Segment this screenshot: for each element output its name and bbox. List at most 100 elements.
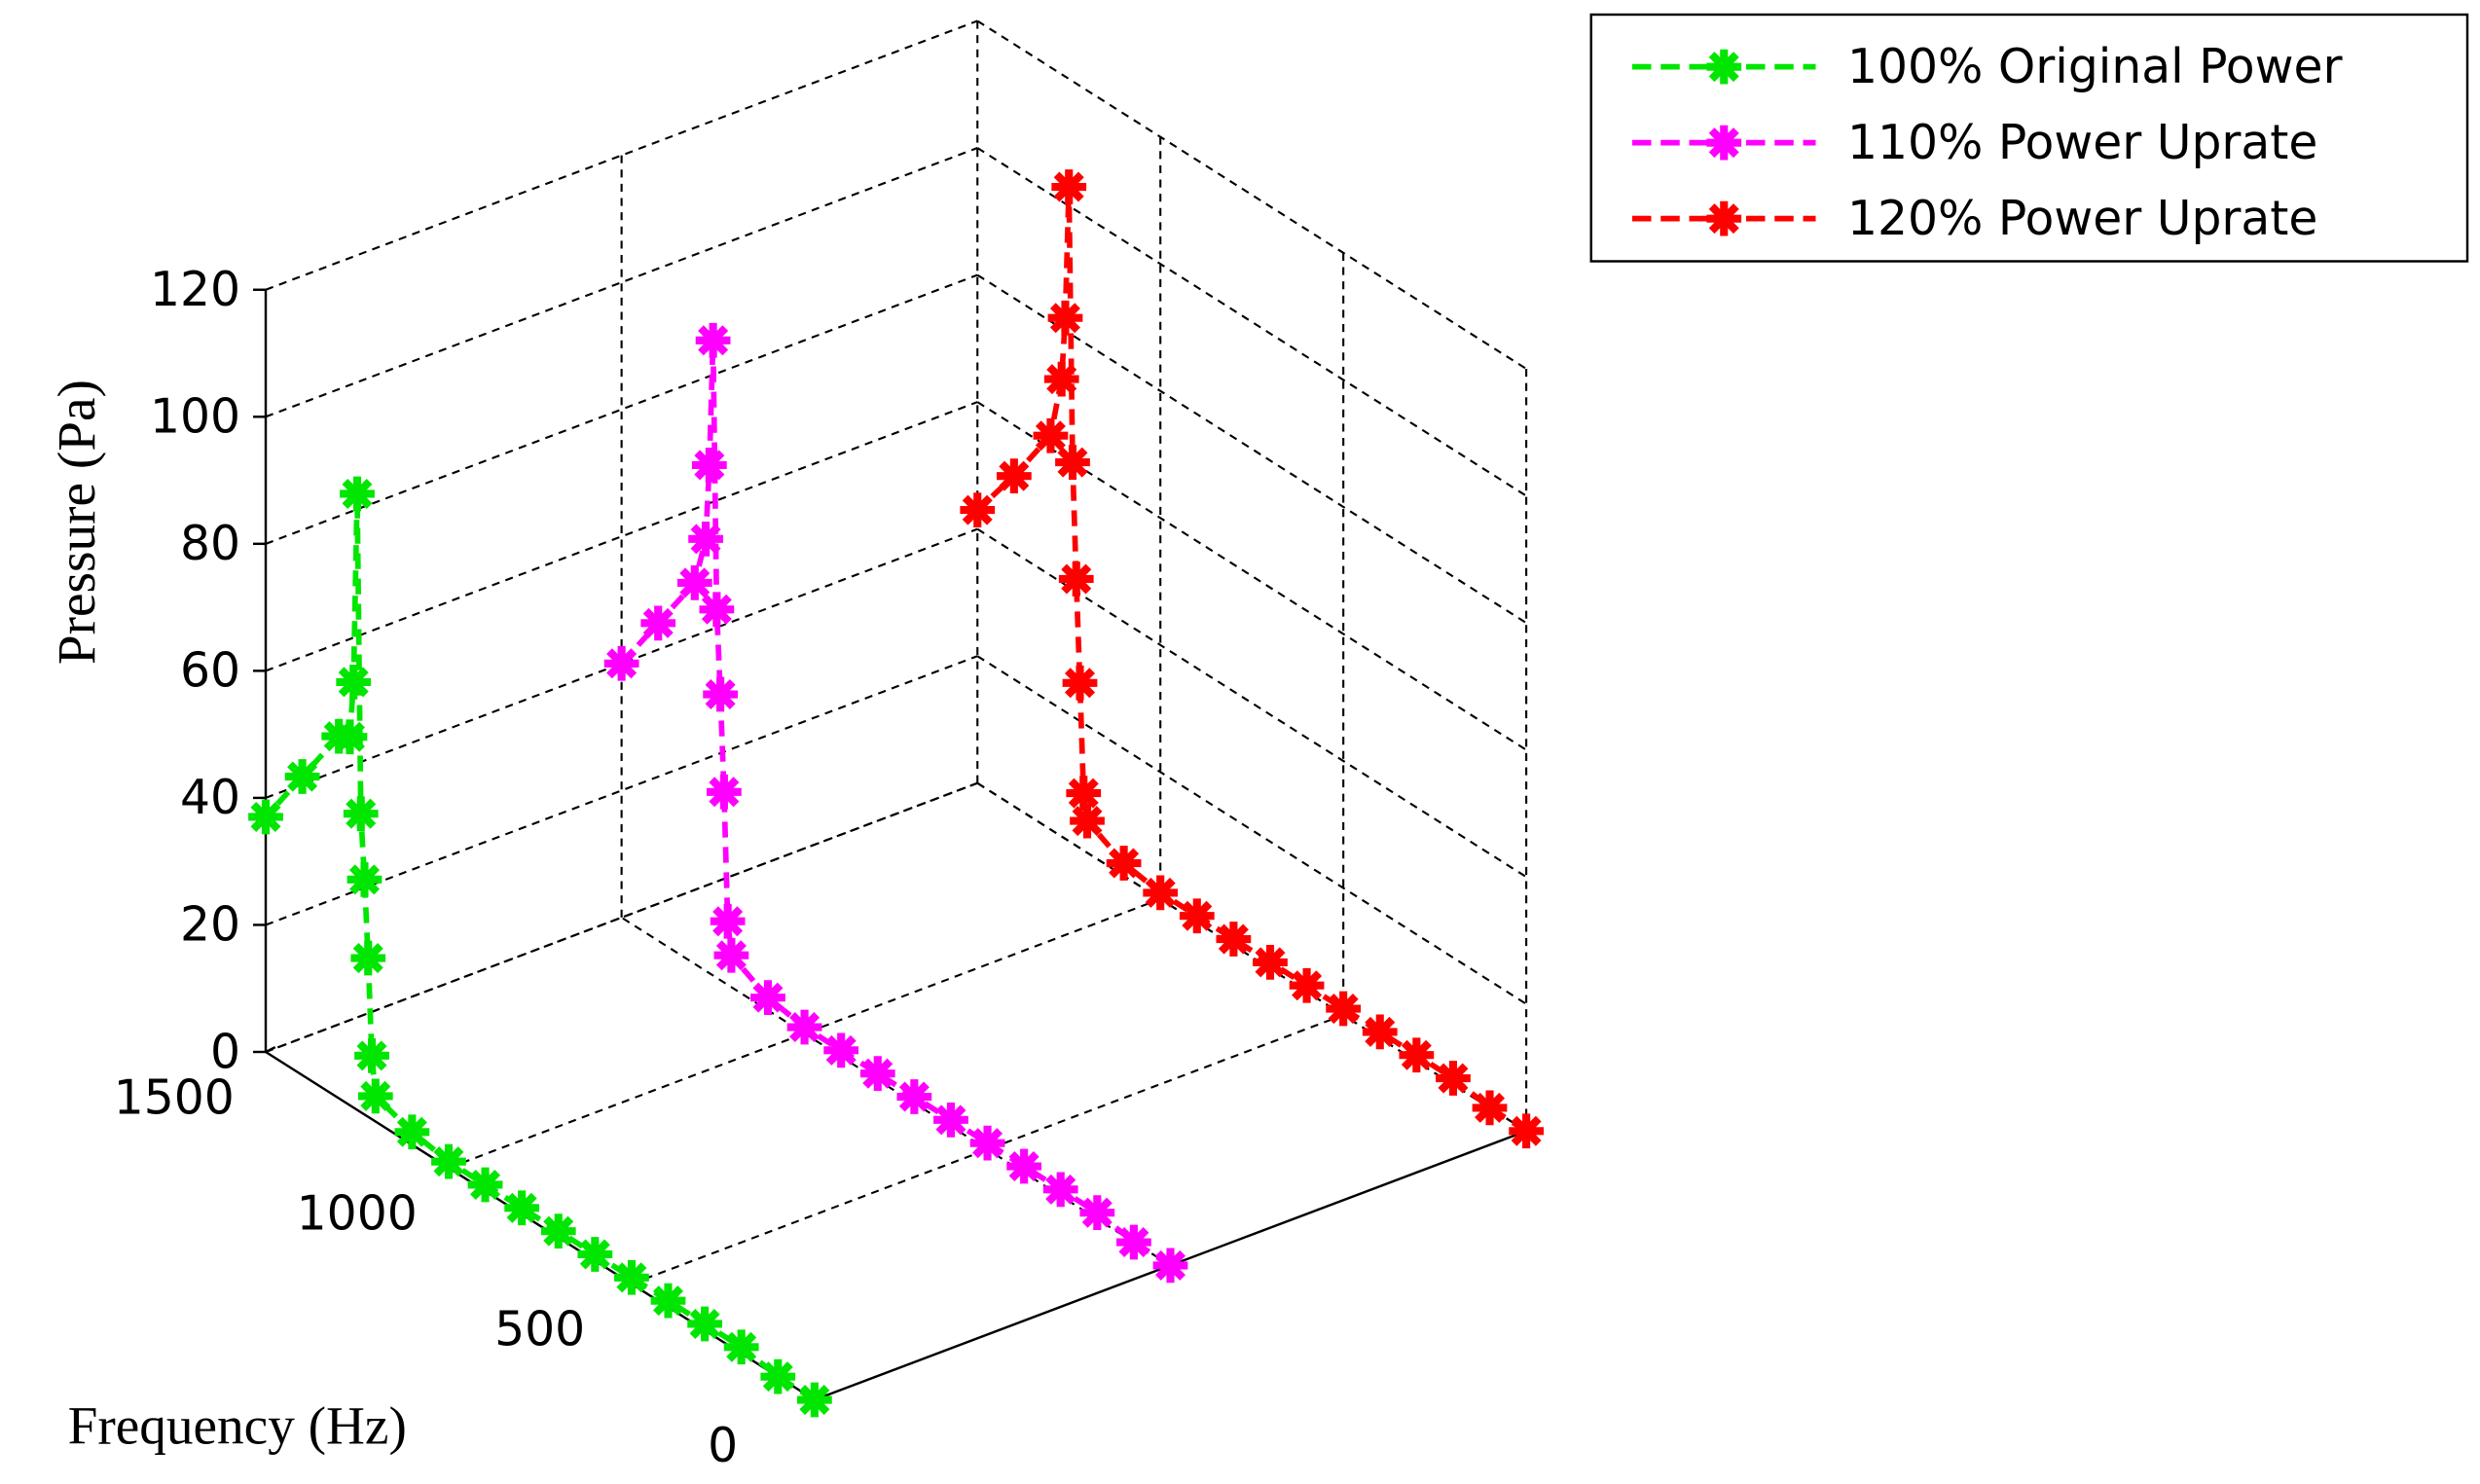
legend-marker [1706, 49, 1742, 85]
data-point [1116, 1224, 1151, 1260]
data-point [1509, 1113, 1544, 1149]
data-point [540, 1213, 576, 1249]
data-point [707, 774, 742, 810]
data-point [357, 1078, 393, 1114]
data-point [1055, 445, 1090, 480]
data-point [933, 1102, 968, 1138]
data-point [603, 645, 639, 681]
grid-line [976, 655, 1527, 1005]
data-point [321, 718, 357, 754]
data-point [688, 521, 723, 557]
data-point [760, 1358, 796, 1394]
data-point [1179, 898, 1215, 934]
data-point [1399, 1037, 1435, 1073]
data-point [350, 940, 386, 976]
data-point [691, 448, 727, 483]
data-point [676, 565, 712, 600]
data-point [1066, 776, 1102, 811]
legend-label: 100% Original Power [1847, 40, 2343, 94]
data-point [1043, 361, 1079, 397]
data-point [1047, 300, 1083, 336]
grid-line [621, 916, 1172, 1267]
grid-line [265, 655, 978, 926]
grid-line [448, 897, 1161, 1170]
data-point [1436, 1061, 1471, 1096]
data-point [710, 903, 746, 939]
data-point [1216, 922, 1252, 957]
data-point [284, 759, 320, 794]
data-point [896, 1079, 932, 1114]
data-point [1106, 846, 1142, 881]
grid-line [976, 527, 1527, 879]
data-point [1058, 561, 1094, 597]
legend-label: 120% Power Uprate [1847, 192, 2317, 246]
data-point [1253, 945, 1288, 980]
data-point [650, 1283, 686, 1319]
data-point [687, 1306, 722, 1342]
y-tick-label: 20 [180, 898, 240, 953]
data-point [1062, 665, 1098, 701]
grid-line [265, 19, 978, 291]
data-point [797, 1382, 832, 1418]
plot [248, 169, 1544, 1418]
grid-line [265, 147, 978, 418]
data-point [1079, 1195, 1115, 1231]
grid-line [265, 273, 978, 545]
data-point [1051, 169, 1087, 204]
data-point [1472, 1090, 1508, 1126]
x-tick-mark [265, 1046, 276, 1054]
y-tick-label: 100 [150, 390, 240, 445]
data-point [1289, 967, 1325, 1003]
grid-line [265, 401, 978, 672]
data-point [614, 1259, 649, 1295]
y-tick-label: 120 [150, 263, 240, 317]
data-point [343, 796, 379, 832]
data-point [699, 592, 735, 628]
x-tick-label: 500 [494, 1303, 585, 1357]
y-tick-label: 80 [180, 517, 240, 571]
data-point [640, 605, 676, 641]
data-point [1362, 1014, 1398, 1050]
data-point [248, 799, 283, 835]
data-point [703, 676, 738, 712]
data-point [713, 937, 749, 973]
data-point [467, 1167, 503, 1203]
data-point [1042, 1172, 1078, 1208]
data-point [577, 1237, 613, 1272]
data-point [1326, 991, 1362, 1027]
x-tick-label: 1000 [297, 1187, 418, 1242]
legend-marker [1706, 125, 1742, 161]
data-point [1070, 803, 1105, 839]
data-point [695, 322, 731, 358]
data-point [750, 980, 785, 1016]
data-point [1033, 417, 1069, 453]
grid-line [976, 19, 1527, 370]
data-point [786, 1009, 822, 1045]
x-tick-label: 1500 [114, 1070, 235, 1125]
data-point [723, 1329, 759, 1365]
data-point [346, 861, 383, 897]
data-point [354, 1037, 389, 1073]
data-point [996, 458, 1032, 494]
y-tick-label: 60 [180, 644, 240, 699]
legend: 100% Original Power 110% Power Uprate 120%… [1589, 13, 2469, 263]
grid-line [976, 147, 1527, 497]
grid-line [976, 401, 1527, 751]
grid-line [631, 1014, 1344, 1285]
data-point [1143, 875, 1179, 911]
grid-line [976, 273, 1527, 624]
y-axis-title: Pressure (Pa) [47, 380, 106, 665]
grid-line [265, 527, 978, 799]
data-point [431, 1143, 466, 1179]
y-tick-label: 0 [210, 1025, 240, 1079]
data-point [394, 1114, 430, 1150]
data-point [1152, 1248, 1188, 1284]
data-point [336, 665, 372, 700]
box-edge [265, 781, 978, 1053]
grid-line [976, 781, 1527, 1133]
axis-line [265, 1050, 816, 1401]
y-tick-label: 40 [180, 771, 240, 825]
grid: 0 20 40 60 80 100 120 0 500 1000 1500 [114, 19, 1528, 1473]
data-point [859, 1056, 895, 1092]
